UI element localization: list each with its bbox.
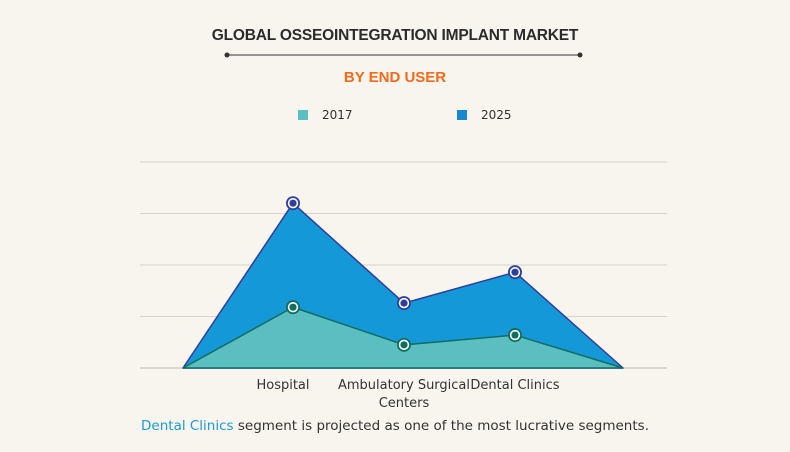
legend-label-2025: 2025	[481, 108, 512, 122]
divider-dot-left	[224, 52, 230, 58]
series-markers	[286, 196, 522, 352]
series-areas	[182, 202, 624, 369]
marker-dot	[400, 299, 408, 307]
marker-dot	[289, 303, 297, 311]
x-tick-label: Ambulatory Surgical	[338, 378, 470, 393]
x-tick-label: Centers	[379, 396, 430, 411]
footnote-highlight: Dental Clinics	[141, 418, 234, 434]
legend-item-2025: 2025	[457, 108, 512, 122]
marker-dot	[289, 199, 297, 207]
area-2017	[182, 306, 624, 369]
marker-dot	[511, 331, 519, 339]
chart-subtitle: BY END USER	[343, 69, 447, 86]
marker-2025-2	[508, 265, 522, 280]
marker-2017-1	[397, 337, 411, 352]
x-tick-label: Hospital	[256, 378, 309, 393]
marker-dot	[511, 268, 519, 276]
marker-2017-2	[508, 328, 522, 343]
marker-2025-0	[286, 196, 300, 211]
footnote: Dental Clinics segment is projected as o…	[0, 418, 790, 434]
legend-swatch-2017	[298, 110, 308, 120]
legend-item-2017: 2017	[298, 108, 353, 122]
legend-label-2017: 2017	[322, 108, 353, 122]
marker-2017-0	[286, 300, 300, 315]
chart-title: GLOBAL OSSEOINTEGRATION IMPLANT MARKET	[211, 27, 579, 44]
footnote-text: segment is projected as one of the most …	[233, 418, 649, 434]
marker-dot	[400, 341, 408, 349]
marker-2025-1	[397, 296, 411, 311]
x-tick-label: Dental Clinics	[470, 378, 559, 393]
x-axis-labels: Hospital Ambulatory Surgical Centers Dental…	[256, 378, 559, 411]
legend-swatch-2025	[457, 110, 467, 120]
divider-dot-right	[577, 52, 583, 58]
